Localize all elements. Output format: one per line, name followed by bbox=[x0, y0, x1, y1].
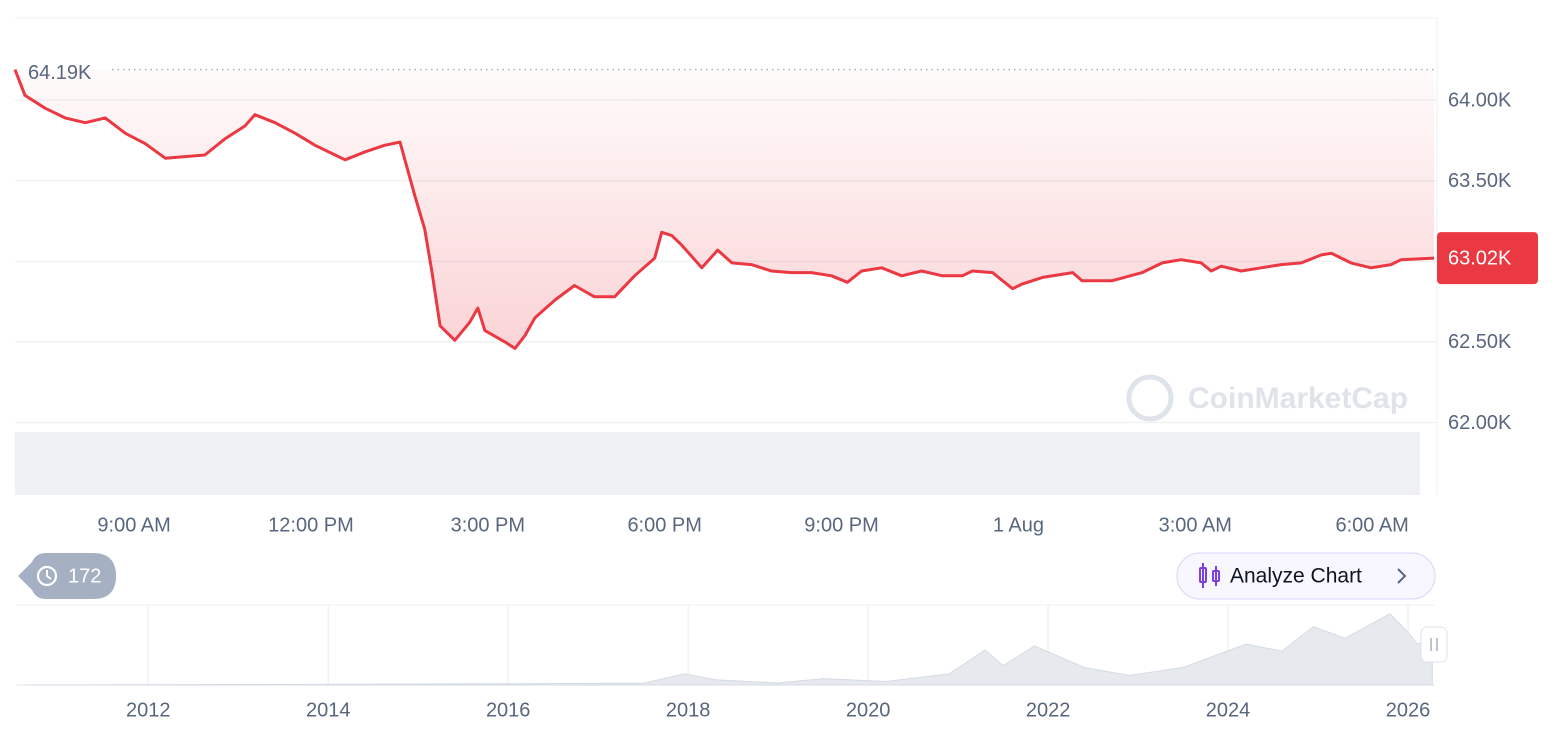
history-button[interactable]: 172 bbox=[18, 553, 116, 599]
x-tick-label: 2022 bbox=[1026, 699, 1071, 721]
analyze-button[interactable]: Analyze Chart bbox=[1176, 552, 1436, 600]
last-price-label: 63.02K bbox=[1448, 247, 1512, 269]
x-tick-label: 3:00 AM bbox=[1159, 514, 1232, 536]
navigator-area bbox=[22, 613, 1433, 686]
x-tick-label: 2016 bbox=[486, 699, 531, 721]
y-tick-label: 62.00K bbox=[1448, 412, 1512, 434]
x-tick-label: 12:00 PM bbox=[268, 514, 354, 536]
chevron bbox=[1397, 568, 1407, 584]
x-tick-label: 2020 bbox=[846, 699, 891, 721]
navigator-handle[interactable] bbox=[1420, 626, 1448, 663]
y-tick-label: 63.50K bbox=[1448, 170, 1512, 192]
history-icon bbox=[36, 565, 58, 587]
y-tick-label: 62.50K bbox=[1448, 331, 1512, 353]
analyze-label: Analyze Chart bbox=[1230, 565, 1362, 588]
x-tick-label: 3:00 PM bbox=[451, 514, 525, 536]
y-tick-label: 64.00K bbox=[1448, 89, 1512, 111]
last-price-box bbox=[1437, 232, 1538, 285]
x-tick-label: 2026 bbox=[1386, 699, 1431, 721]
x-tick-label: 2012 bbox=[126, 699, 171, 721]
high-label: 64.19K bbox=[28, 62, 92, 84]
analyze-pill[interactable] bbox=[1176, 552, 1436, 600]
x-tick-label: 2024 bbox=[1206, 699, 1251, 721]
x-tick-label: 6:00 AM bbox=[1335, 514, 1408, 536]
price-line bbox=[13, 69, 1435, 350]
x-tick-label: 1 Aug bbox=[993, 514, 1044, 536]
x-tick-label: 6:00 PM bbox=[627, 514, 701, 536]
x-tick-label: 9:00 AM bbox=[97, 514, 170, 536]
x-tick-label: 9:00 PM bbox=[804, 514, 878, 536]
history-icon-hand bbox=[46, 570, 52, 580]
history-count: 172 bbox=[68, 565, 101, 587]
watermark-logo bbox=[1126, 374, 1174, 422]
area-shade bbox=[15, 69, 1435, 349]
x-tick-label: 2014 bbox=[306, 699, 351, 721]
x-tick-label: 2018 bbox=[666, 699, 711, 721]
navigator-handle[interactable] bbox=[1420, 626, 1448, 663]
volume-band bbox=[15, 432, 1420, 495]
history-pill[interactable] bbox=[18, 553, 116, 599]
watermark: CoinMarketCap bbox=[1188, 382, 1408, 415]
navigator: 2012 2014 2016 2018 2020 2022 2024 2026 bbox=[22, 605, 1433, 721]
plot: 64.19K 63.02K bbox=[13, 62, 1538, 350]
